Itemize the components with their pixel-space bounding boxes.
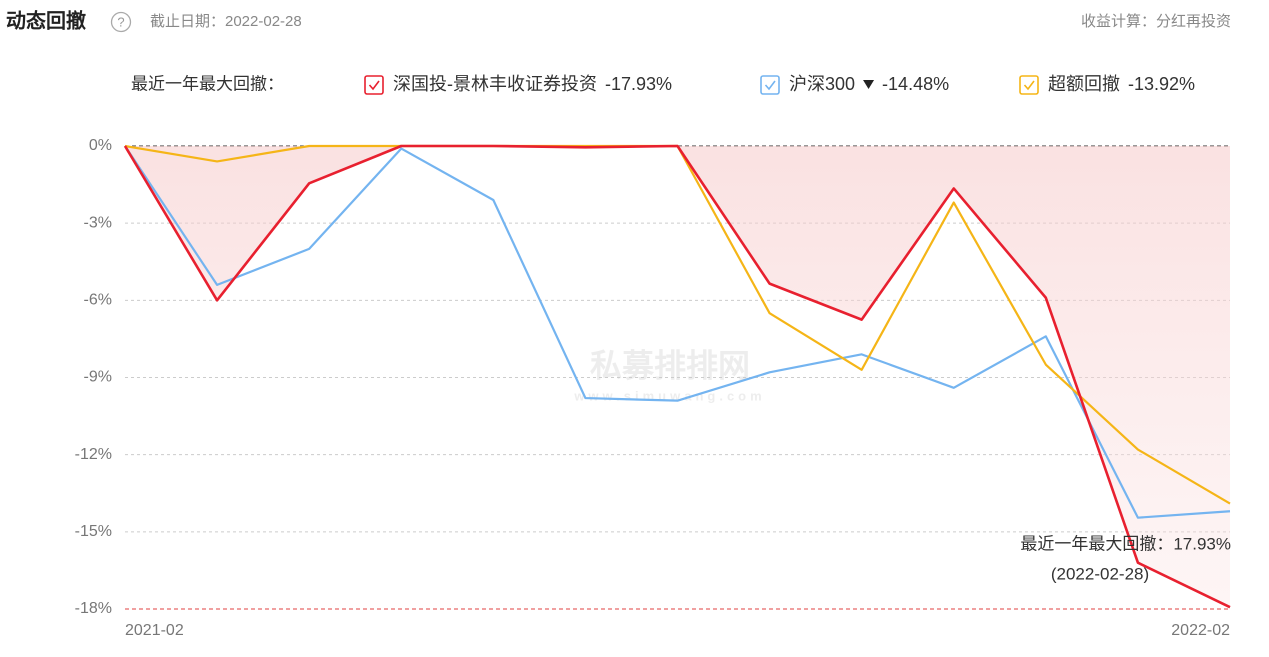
- title: 动态回撤: [6, 8, 86, 32]
- watermark: 私募排排网 www.simuwang.com: [573, 347, 761, 403]
- x-tick-label: 2022-02: [1171, 622, 1230, 639]
- legend-title: 最近一年最大回撤：: [131, 74, 284, 93]
- help-mark: ?: [117, 14, 124, 29]
- x-tick-label: 2021-02: [125, 622, 184, 639]
- date-label: 截止日期：2022-02-28: [150, 13, 302, 30]
- legend-label: 深国投-景林丰收证券投资: [393, 74, 597, 94]
- help-icon[interactable]: [110, 11, 132, 33]
- area: [125, 146, 1230, 608]
- legend-label: 超额回撤: [1048, 74, 1120, 94]
- watermark-title: 私募排排网: [590, 347, 750, 383]
- legend-label: 沪深300: [789, 74, 855, 94]
- legend-value: -13.92%: [1128, 74, 1195, 94]
- legend-item[interactable]: 深国投-景林丰收证券投资 -17.93%: [364, 74, 672, 95]
- legend-check: [1023, 80, 1035, 91]
- legend-checkbox: [760, 75, 780, 95]
- legend-item[interactable]: 沪深300 -14.48%: [760, 74, 949, 95]
- legend-check: [368, 80, 380, 91]
- annotation: 最近一年最大回撤：17.93%: [1020, 534, 1231, 553]
- y-tick-label: -12%: [75, 446, 112, 463]
- y-tick-label: -9%: [84, 369, 112, 386]
- y-tick-label: -6%: [84, 292, 112, 309]
- legend-item[interactable]: 超额回撤 -13.92%: [1019, 74, 1195, 95]
- y-tick-label: -15%: [75, 523, 112, 540]
- legend-value: -14.48%: [882, 74, 949, 94]
- y-tick-label: -18%: [75, 600, 112, 617]
- legend-dropdown[interactable]: [863, 80, 875, 89]
- line: [124, 145, 1231, 519]
- y-tick-label: -3%: [84, 214, 112, 231]
- y-tick-label: 0%: [89, 137, 112, 154]
- legend-checkbox: [1019, 75, 1039, 95]
- calc-label[interactable]: 收益计算：分红再投资: [1081, 12, 1231, 30]
- legend-check: [764, 80, 776, 91]
- annotation: (2022-02-28): [1051, 564, 1149, 583]
- line: [123, 144, 1231, 609]
- legend-checkbox: [364, 75, 384, 95]
- legend-value: -17.93%: [605, 74, 672, 94]
